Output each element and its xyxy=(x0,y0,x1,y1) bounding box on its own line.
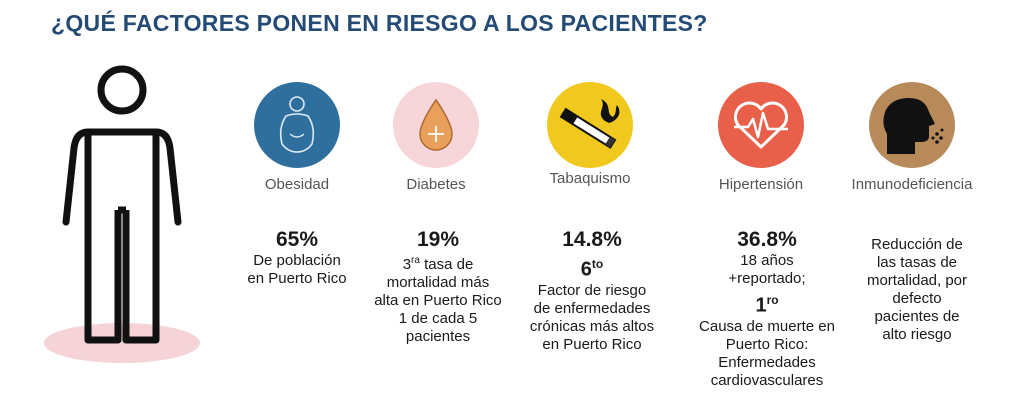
body-outline-icon xyxy=(279,96,315,153)
stat-text: Causa de muerte en xyxy=(699,317,835,335)
factor-label-diabetes: Diabetes xyxy=(406,176,466,193)
stat-text: +reportado; xyxy=(728,270,806,287)
stat-text: alto riesgo xyxy=(882,326,952,343)
factor-inmunodeficiencia: Inmunodeficiencia xyxy=(837,82,987,193)
inmunodeficiencia-circle xyxy=(869,82,955,168)
page-title: ¿QUÉ FACTORES PONEN EN RIESGO A LOS PACI… xyxy=(51,10,708,36)
rank-suffix: to xyxy=(591,257,604,271)
rank-number: 3 xyxy=(402,256,412,273)
obesidad-circle xyxy=(254,82,340,168)
stat-text: las tasas de xyxy=(876,254,958,271)
hipertension-circle xyxy=(718,82,804,168)
sick-head-icon xyxy=(883,98,944,154)
stat-value: 65% xyxy=(275,228,319,251)
factor-label-inmunodeficiencia: Inmunodeficiencia xyxy=(851,176,973,193)
stat-text: cardiovasculares xyxy=(710,371,824,389)
blood-drop-icon xyxy=(419,98,453,151)
factor-label-tabaquismo: Tabaquismo xyxy=(549,170,631,187)
stat-text: de enfermedades xyxy=(533,299,651,317)
stat-rank: 1ro xyxy=(687,288,847,318)
stat-text: 18 años xyxy=(740,252,794,269)
stat-text: pacientes de xyxy=(874,308,960,325)
diabetes-circle xyxy=(393,82,479,168)
stat-text: en Puerto Rico xyxy=(247,270,347,287)
stat-text: Enfermedades xyxy=(718,353,816,371)
stat-text: alta en Puerto Rico xyxy=(374,292,502,309)
stat-text: 1 de cada 5 xyxy=(398,310,478,327)
stat-text-rank: 3ra tasa de xyxy=(358,252,518,274)
stat-value: 14.8% xyxy=(562,228,622,251)
stat-value: 36.8% xyxy=(737,228,797,251)
factor-label-hipertension: Hipertensión xyxy=(718,176,804,193)
stat-text: Reducción de xyxy=(871,236,963,253)
stat-value: 19% xyxy=(416,228,460,251)
stat-text: pacientes xyxy=(405,328,471,345)
stat-diabetes: 19% 3ra tasa de mortalidad más alta en P… xyxy=(358,228,518,346)
stat-rank: 6to xyxy=(512,252,672,282)
stat-text: tasa de xyxy=(419,256,474,273)
stat-obesidad: 65% De población en Puerto Rico xyxy=(217,228,377,288)
stat-text: mortalidad, por xyxy=(866,272,968,289)
stat-text: crónicas más altos xyxy=(529,317,655,335)
rank-suffix: ra xyxy=(411,255,420,266)
stat-inmunodeficiencia: Reducción de las tasas de mortalidad, po… xyxy=(837,236,997,344)
stat-text: mortalidad más xyxy=(386,274,490,291)
factor-label-obesidad: Obesidad xyxy=(264,176,330,193)
stat-hipertension: 36.8% 18 años +reportado; 1ro Causa de m… xyxy=(687,228,847,390)
heart-pulse-icon xyxy=(733,101,789,149)
tabaquismo-circle xyxy=(547,82,633,168)
rank-suffix: ro xyxy=(766,293,779,307)
stat-text: defecto xyxy=(892,290,942,307)
stat-text: De población xyxy=(253,252,341,269)
stat-text: Puerto Rico: xyxy=(725,335,809,353)
stat-text: en Puerto Rico xyxy=(542,335,642,353)
stat-text: Factor de riesgo xyxy=(537,281,647,299)
factor-hipertension: Hipertensión xyxy=(686,82,836,193)
person-icon xyxy=(44,65,200,363)
cigarette-icon xyxy=(559,99,620,149)
factor-tabaquismo: Tabaquismo xyxy=(515,82,665,187)
factor-obesidad: Obesidad xyxy=(222,82,372,193)
rank-number: 1 xyxy=(755,294,767,317)
rank-number: 6 xyxy=(580,258,592,281)
stat-tabaquismo: 14.8% 6to Factor de riesgo de enfermedad… xyxy=(512,228,672,354)
factor-diabetes: Diabetes xyxy=(361,82,511,193)
